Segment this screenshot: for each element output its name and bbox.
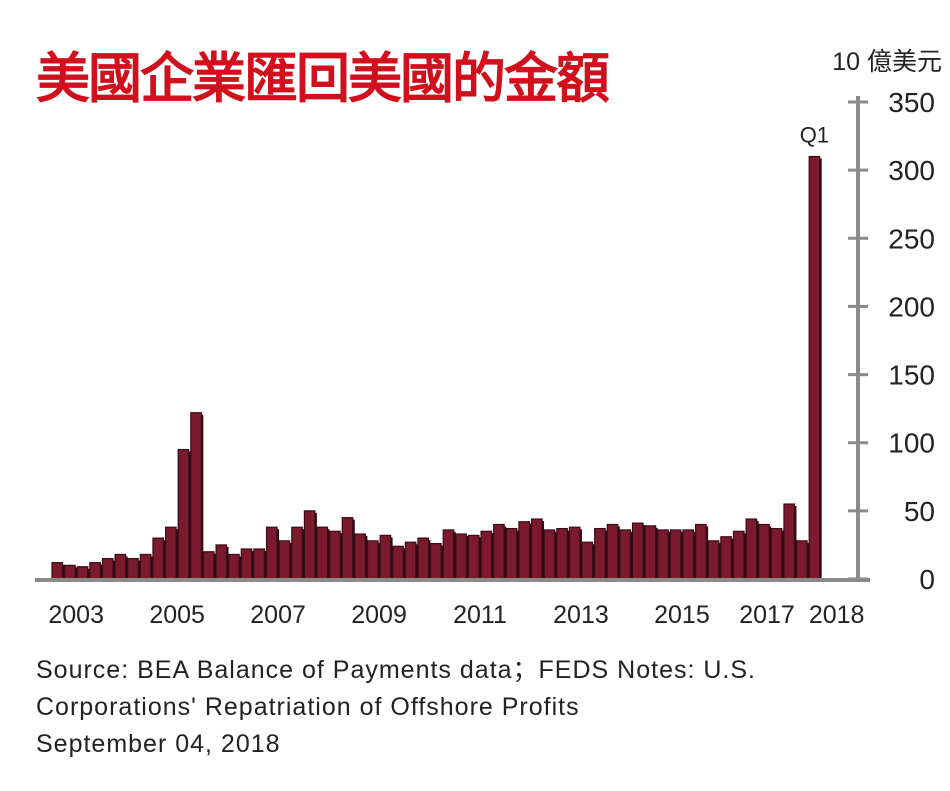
source-line-1: Source: BEA Balance of Payments data；FED… bbox=[36, 656, 756, 684]
bar bbox=[467, 534, 480, 580]
bar bbox=[556, 527, 568, 580]
bar bbox=[695, 523, 707, 580]
bar-chart: 0 50 100 150 200 250 300 350 2003 2005 2007 2009 201… bbox=[35, 87, 935, 629]
bar bbox=[783, 503, 796, 580]
bar bbox=[316, 526, 329, 580]
bar bbox=[720, 536, 732, 580]
bar bbox=[657, 529, 669, 580]
source-line-2: Corporations' Repatriation of Offshore P… bbox=[36, 693, 580, 721]
bar bbox=[442, 529, 455, 580]
bar bbox=[631, 522, 644, 580]
bar bbox=[228, 553, 240, 580]
bar bbox=[581, 541, 594, 580]
bar bbox=[253, 548, 266, 580]
x-tick-label: 2015 bbox=[654, 601, 710, 629]
bar bbox=[530, 518, 543, 580]
bar bbox=[619, 529, 632, 580]
x-tick-label: 2011 bbox=[453, 601, 507, 629]
bar bbox=[594, 527, 606, 580]
y-tick-label: 200 bbox=[888, 291, 935, 322]
source-note: Source: BEA Balance of Payments data；FED… bbox=[36, 652, 756, 763]
bar bbox=[543, 529, 556, 580]
x-tick-label: 2018 bbox=[809, 601, 865, 629]
y-tick-label: 350 bbox=[888, 87, 935, 118]
bar bbox=[139, 553, 152, 580]
bar bbox=[76, 566, 89, 580]
bar bbox=[51, 562, 64, 580]
bar bbox=[644, 525, 657, 580]
y-tick-label: 0 bbox=[919, 564, 935, 595]
bar bbox=[127, 557, 139, 580]
q1-annotation: Q1 bbox=[800, 123, 829, 148]
bar bbox=[366, 540, 379, 580]
source-line-3: September 04, 2018 bbox=[36, 730, 281, 758]
x-tick-label: 2009 bbox=[351, 601, 407, 629]
bar bbox=[758, 523, 770, 580]
bar bbox=[101, 557, 114, 580]
bar bbox=[770, 527, 783, 580]
bar bbox=[606, 523, 619, 580]
bar bbox=[493, 523, 505, 580]
bar bbox=[291, 526, 303, 580]
bar bbox=[480, 530, 493, 580]
bar bbox=[164, 526, 177, 580]
bar bbox=[152, 537, 165, 580]
bar bbox=[808, 155, 821, 580]
bar bbox=[745, 518, 758, 580]
bar bbox=[190, 412, 202, 580]
y-axis-unit-label: 10 億美元 bbox=[832, 48, 942, 76]
bar bbox=[455, 533, 467, 580]
bar bbox=[568, 526, 581, 580]
bar bbox=[329, 530, 341, 580]
bar bbox=[341, 517, 354, 580]
bar bbox=[669, 529, 682, 580]
bar bbox=[114, 553, 127, 580]
y-tick-label: 100 bbox=[888, 428, 935, 459]
y-tick-label: 250 bbox=[888, 223, 935, 254]
bar bbox=[417, 537, 430, 580]
bar bbox=[202, 551, 215, 580]
bar bbox=[795, 540, 808, 580]
bar bbox=[505, 527, 518, 580]
bar bbox=[430, 542, 442, 580]
bar bbox=[215, 544, 228, 580]
bar bbox=[278, 540, 291, 580]
x-tick-label: 2005 bbox=[149, 601, 205, 629]
bar bbox=[303, 510, 316, 580]
y-tick-label: 300 bbox=[888, 155, 935, 186]
bar bbox=[732, 530, 745, 580]
bar bbox=[240, 548, 253, 580]
x-tick-label: 2017 bbox=[739, 601, 795, 629]
x-tick-label: 2003 bbox=[48, 601, 104, 629]
bar bbox=[64, 564, 76, 580]
bar bbox=[177, 448, 190, 580]
bar bbox=[89, 562, 101, 580]
bar bbox=[265, 526, 278, 580]
y-tick-label: 150 bbox=[888, 360, 935, 391]
bar bbox=[518, 521, 531, 580]
bar bbox=[392, 545, 404, 580]
bar bbox=[379, 534, 392, 580]
bar bbox=[404, 541, 417, 580]
bar bbox=[354, 533, 366, 580]
bar bbox=[682, 529, 695, 580]
y-tick-label: 50 bbox=[904, 496, 935, 527]
bar bbox=[707, 540, 720, 580]
chart-title: 美國企業匯回美國的金額 bbox=[36, 46, 610, 110]
x-tick-label: 2013 bbox=[553, 601, 609, 629]
x-tick-label: 2007 bbox=[250, 601, 306, 629]
